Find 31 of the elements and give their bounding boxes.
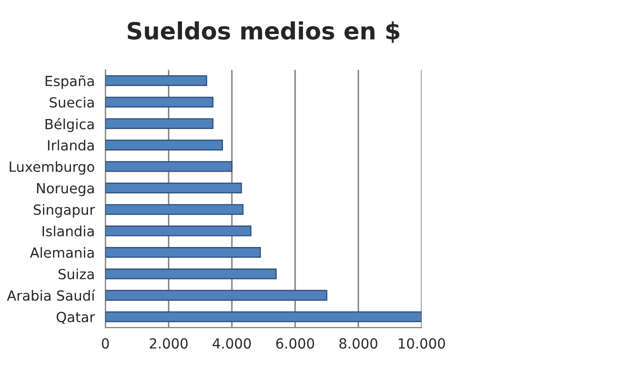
chart-title: Sueldos medios en $ bbox=[128, 21, 400, 43]
x-tick-label: 8.000 bbox=[339, 338, 378, 349]
y-tick-label: Irlanda bbox=[48, 140, 94, 151]
y-tick-label: Suecia bbox=[50, 96, 94, 108]
bar bbox=[105, 140, 223, 150]
y-tick-label: Alemania bbox=[30, 247, 94, 258]
bar bbox=[105, 118, 214, 129]
y-tick-label: Qatar bbox=[56, 312, 95, 324]
y-tick-label: Luxemburgo bbox=[10, 161, 94, 175]
bar bbox=[105, 311, 422, 322]
x-tick-label: 0 bbox=[102, 338, 109, 349]
y-tick-label: España bbox=[46, 75, 94, 89]
y-tick-label: Singapur bbox=[34, 204, 95, 218]
bar bbox=[105, 290, 328, 301]
y-tick-label: Islandia bbox=[42, 226, 94, 236]
bar bbox=[105, 204, 244, 215]
y-tick-label: Suiza bbox=[58, 268, 94, 280]
y-tick-label: Bélgica bbox=[46, 118, 94, 132]
bar bbox=[105, 161, 232, 172]
x-tick-label: 10.000 bbox=[398, 338, 445, 349]
y-tick-label: Arabia Saudí bbox=[6, 289, 96, 301]
x-tick-label: 4.000 bbox=[212, 338, 251, 349]
bar bbox=[105, 226, 252, 236]
bar bbox=[105, 75, 208, 86]
x-tick-label: 2.000 bbox=[150, 338, 188, 349]
bar bbox=[105, 247, 261, 258]
x-tick-label: 6.000 bbox=[276, 338, 314, 349]
bar bbox=[105, 182, 242, 194]
bar bbox=[105, 268, 277, 280]
y-tick-label: Noruega bbox=[37, 183, 94, 196]
bar bbox=[105, 96, 214, 108]
